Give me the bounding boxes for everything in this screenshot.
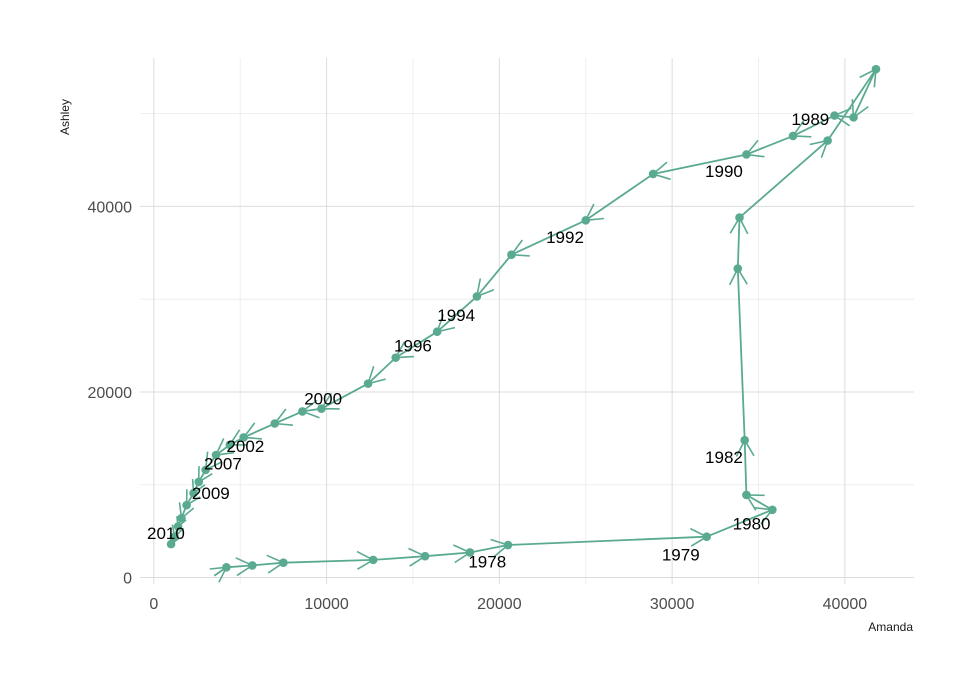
data-point	[368, 555, 378, 565]
year-label: 1989	[791, 110, 829, 129]
x-tick-label: 30000	[650, 596, 695, 613]
data-point	[170, 532, 179, 541]
year-label: 1980	[733, 515, 771, 534]
year-label: 1990	[705, 162, 743, 181]
data-point	[465, 548, 475, 557]
year-label: 1978	[468, 553, 506, 572]
data-points	[166, 64, 881, 572]
data-point	[201, 465, 210, 475]
series-line	[170, 68, 877, 577]
data-point	[823, 136, 832, 145]
data-point	[768, 505, 777, 515]
year-annotations: 1978 1979 1980 1982 1989 1990 1992 1994 1996 2000…	[147, 110, 829, 572]
data-point	[166, 539, 176, 549]
data-point	[871, 64, 881, 74]
year-label: 2009	[192, 484, 230, 503]
x-axis-ticks: 0 10000 20000 30000 40000	[149, 596, 867, 613]
year-label: 2007	[204, 454, 242, 473]
data-point	[211, 450, 221, 460]
grid	[140, 58, 914, 584]
data-point	[317, 404, 326, 413]
data-point	[225, 440, 235, 450]
data-point	[177, 513, 186, 523]
y-axis-ticks: 0 20000 40000	[88, 199, 133, 587]
data-point	[830, 111, 839, 120]
data-point	[182, 500, 191, 510]
year-label: 2002	[226, 437, 264, 456]
data-path	[170, 68, 877, 577]
data-point	[740, 435, 749, 445]
data-point	[298, 407, 307, 416]
data-point	[363, 379, 373, 388]
y-tick-label: 40000	[88, 199, 133, 216]
data-point	[247, 561, 257, 570]
data-point	[735, 213, 744, 222]
data-point	[507, 250, 516, 259]
data-point	[849, 113, 858, 122]
data-point	[432, 327, 442, 336]
data-point	[279, 558, 288, 567]
data-point	[239, 433, 248, 442]
data-point	[648, 169, 658, 179]
data-point	[788, 131, 798, 141]
direction-arrows	[169, 67, 877, 583]
data-point	[420, 551, 430, 561]
data-point	[733, 264, 743, 273]
data-point	[194, 477, 204, 487]
x-axis-title: Amanda	[868, 620, 913, 634]
year-label: 2000	[304, 389, 342, 408]
data-point	[742, 150, 751, 159]
y-tick-label: 0	[123, 571, 132, 588]
data-point	[581, 216, 591, 225]
year-label: 2010	[147, 524, 185, 543]
data-point	[503, 540, 513, 550]
year-label: 1996	[394, 337, 432, 356]
data-point	[222, 563, 231, 572]
data-point	[189, 488, 198, 498]
data-point	[472, 292, 482, 301]
year-label: 1992	[546, 228, 584, 247]
year-label: 1982	[705, 448, 743, 467]
x-tick-label: 20000	[477, 596, 522, 613]
year-label: 1994	[437, 306, 475, 325]
data-point	[270, 419, 280, 428]
x-tick-label: 0	[149, 596, 158, 613]
data-point	[391, 353, 400, 362]
data-point	[173, 522, 183, 531]
data-point	[742, 490, 751, 500]
x-tick-label: 10000	[304, 596, 349, 613]
y-tick-label: 20000	[88, 385, 133, 402]
year-label: 1979	[662, 545, 700, 564]
data-point	[702, 532, 711, 541]
x-tick-label: 40000	[823, 596, 868, 613]
y-axis-title: Ashley	[58, 99, 72, 135]
